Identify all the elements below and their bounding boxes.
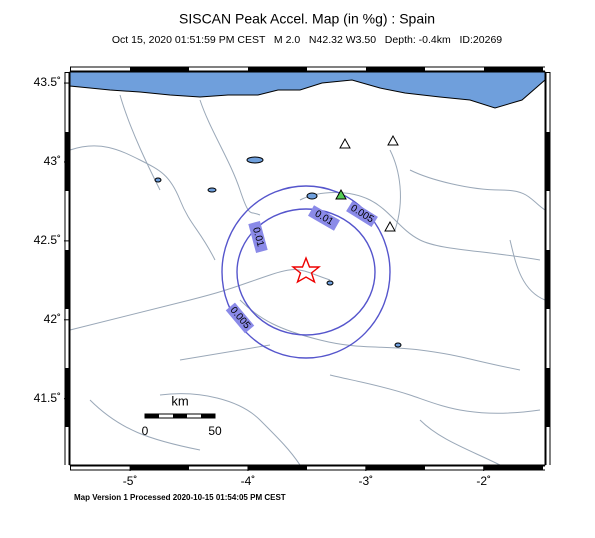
map-area [70, 72, 545, 465]
y-tick-label: 42˚ [44, 312, 61, 326]
x-tick-label: -2˚ [476, 474, 491, 488]
map-frame [69, 71, 546, 466]
lakes [154, 156, 402, 348]
contour-label-box [225, 302, 255, 334]
contour-label-box [308, 205, 340, 231]
contour-label: 0.01 [248, 220, 268, 254]
y-tick-label: 41.5˚ [34, 391, 61, 405]
stations [335, 134, 399, 232]
scale-bar: km 0 50 [142, 393, 222, 438]
contour-label-text: 0.01 [250, 226, 266, 248]
y-tick-label: 43˚ [44, 154, 61, 168]
scale-unit: km [171, 393, 188, 408]
footer: Map Version 1 Processed 2020-10-15 01:54… [74, 493, 286, 502]
scale-label: 0 [142, 424, 149, 438]
sea [69, 71, 546, 109]
contour-label-box [346, 200, 378, 228]
subtitle: Oct 15, 2020 01:51:59 PM CEST M 2.0 N42.… [112, 34, 502, 46]
title: SISCAN Peak Accel. Map (in %g) : Spain [179, 11, 435, 27]
contour-label-box [248, 220, 268, 254]
x-tick-label: -4˚ [241, 474, 256, 488]
scale-label: 50 [208, 424, 222, 438]
x-tick-label: -5˚ [123, 474, 138, 488]
epicenter [291, 256, 321, 284]
contours [221, 185, 391, 359]
y-tick-label: 43.5˚ [34, 75, 61, 89]
y-tick-label: 42.5˚ [34, 233, 61, 247]
x-tick-label: -3˚ [359, 474, 374, 488]
